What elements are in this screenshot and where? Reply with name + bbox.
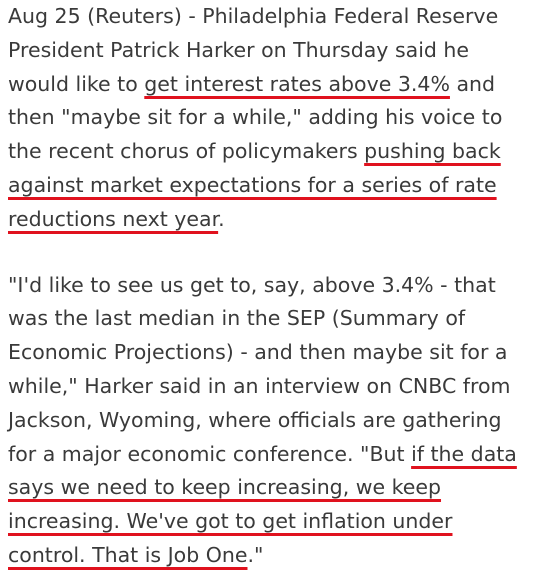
paragraph-1-text-before: Aug 25 (Reuters) - Philadelphia Federal … [8,4,499,96]
paragraph-2: "I'd like to see us get to, say, above 3… [8,269,530,573]
article-body: Aug 25 (Reuters) - Philadelphia Federal … [8,0,530,573]
highlight-market-expectations: pushing back against market expectations… [8,139,501,231]
paragraph-1: Aug 25 (Reuters) - Philadelphia Federal … [8,0,530,237]
paragraph-2-text-before: "I'd like to see us get to, say, above 3… [8,272,511,466]
paragraph-1-text-end: . [218,206,225,231]
paragraph-2-text-end: ." [247,542,264,567]
paragraph-1-text-middle: and then "maybe sit for a while," adding… [8,71,503,164]
highlight-interest-rates: get interest rates above 3.4% [144,71,450,96]
